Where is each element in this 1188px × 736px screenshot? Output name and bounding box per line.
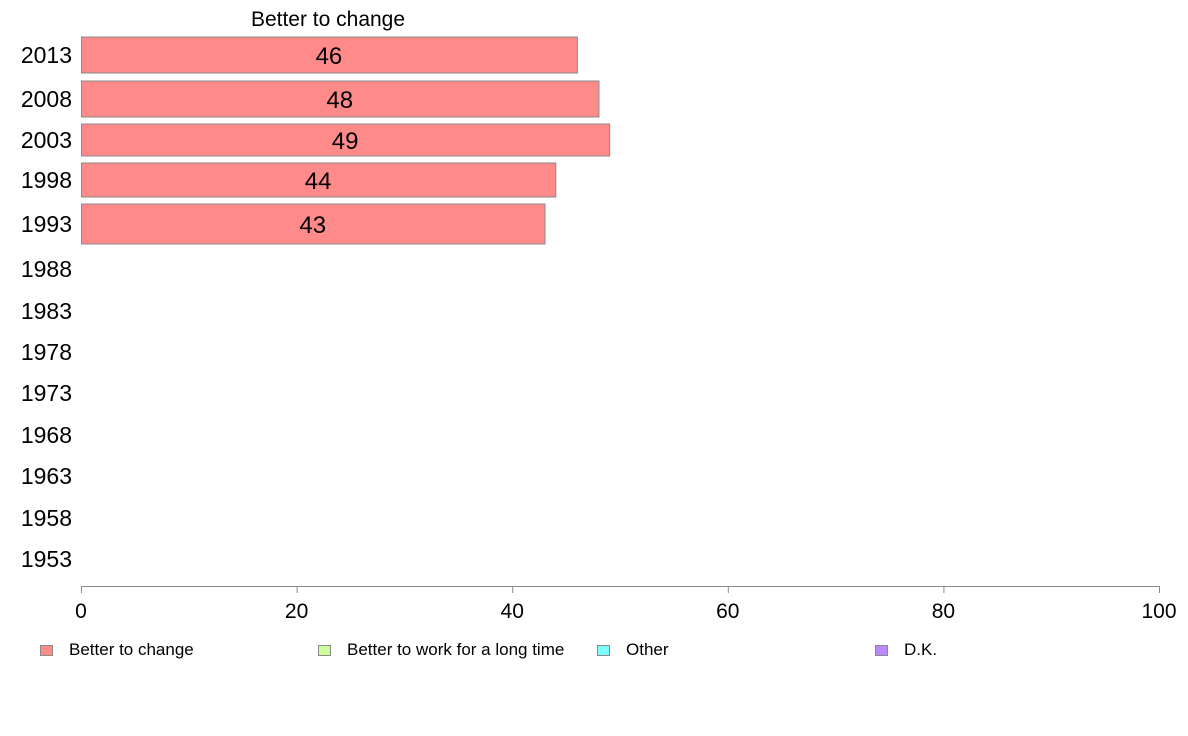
chart-title: Better to change — [251, 8, 405, 31]
legend-swatch-other — [597, 644, 610, 656]
bar-2013 — [81, 36, 578, 74]
x-tick-label-20: 20 — [285, 600, 308, 623]
category-label-1998: 1998 — [21, 167, 72, 193]
category-label-1993: 1993 — [21, 211, 72, 237]
category-label-1953: 1953 — [21, 546, 72, 572]
category-label-1968: 1968 — [21, 422, 72, 448]
bar-value-label-2013: 46 — [316, 43, 343, 70]
bar-value-label-2003: 49 — [332, 128, 359, 155]
category-label-1958: 1958 — [21, 505, 72, 531]
bar-1998 — [81, 162, 557, 198]
category-label-1978: 1978 — [21, 339, 72, 365]
legend-swatch-dk — [875, 644, 888, 656]
bar-2008 — [81, 80, 600, 118]
category-label-2003: 2003 — [21, 127, 72, 153]
legend-swatch-better-to-work-long-time — [318, 644, 331, 656]
category-labels: 2013 2008 2003 1998 1993 1988 1983 1978 1973 1968… — [21, 42, 72, 572]
bar-2003 — [81, 123, 611, 157]
legend-item-other: Other — [597, 638, 669, 662]
category-label-1983: 1983 — [21, 298, 72, 324]
legend-label: Other — [626, 640, 669, 659]
x-axis: 0 20 40 60 80 100 — [75, 586, 1177, 623]
category-label-1963: 1963 — [21, 463, 72, 489]
x-tick-label-0: 0 — [75, 600, 87, 623]
legend-item-better-to-change: Better to change — [40, 638, 194, 662]
x-tick-label-60: 60 — [716, 600, 739, 623]
legend: Better to change Better to work for a lo… — [0, 638, 1188, 662]
x-tick-label-80: 80 — [932, 600, 955, 623]
bars — [81, 36, 611, 245]
legend-item-dk: D.K. — [875, 638, 937, 662]
legend-label: Better to change — [69, 640, 194, 659]
x-tick-label-100: 100 — [1141, 600, 1176, 623]
legend-swatch-better-to-change — [40, 644, 53, 656]
category-label-2008: 2008 — [21, 86, 72, 112]
category-label-2013: 2013 — [21, 42, 72, 68]
bar-1993 — [81, 203, 546, 245]
legend-label: Better to work for a long time — [347, 640, 565, 659]
category-label-1973: 1973 — [21, 380, 72, 406]
bar-value-label-1993: 43 — [299, 212, 326, 239]
bar-value-label-1998: 44 — [305, 168, 332, 195]
legend-label: D.K. — [904, 640, 938, 659]
category-label-1988: 1988 — [21, 256, 72, 282]
bar-value-label-2008: 48 — [326, 87, 353, 114]
legend-item-better-to-work-long-time: Better to work for a long time — [318, 638, 564, 662]
x-tick-label-40: 40 — [501, 600, 524, 623]
